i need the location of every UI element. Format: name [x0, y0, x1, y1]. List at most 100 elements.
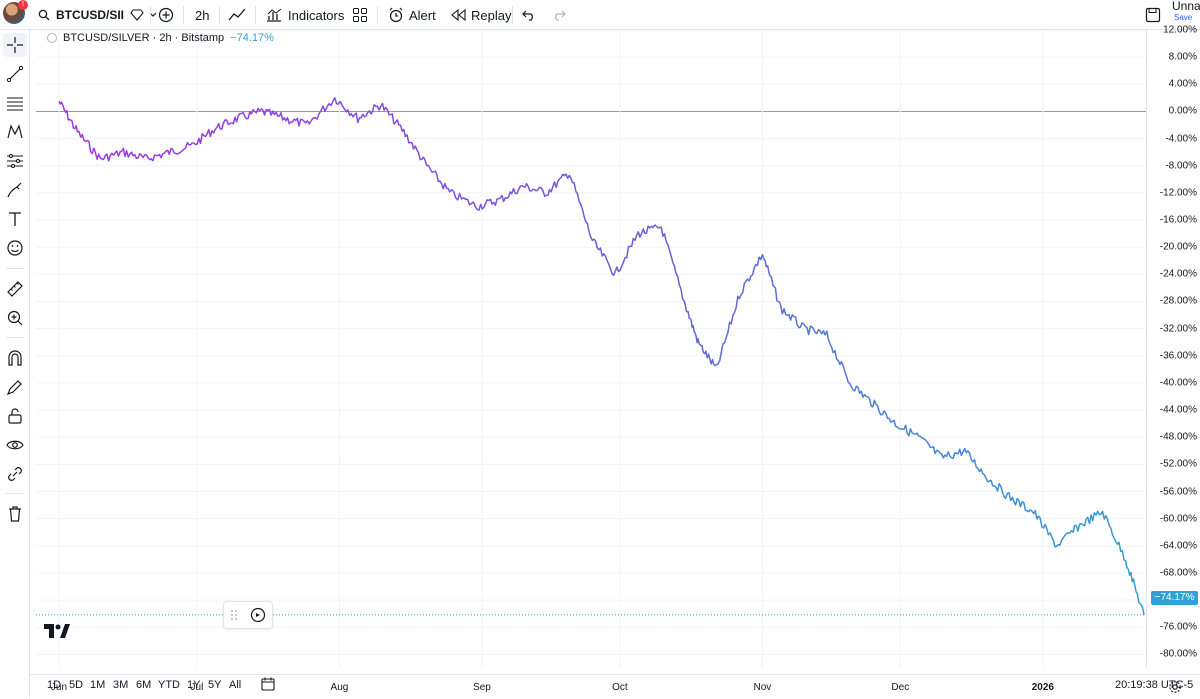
range-button-1m[interactable]: 1M	[90, 679, 106, 691]
visibility-tool[interactable]	[3, 433, 27, 457]
series-line-segment	[58, 100, 76, 130]
series-line-segment	[477, 198, 498, 211]
chart-legend[interactable]: BTCUSD/SILVER · 2h · Bitstamp −74.17%	[47, 32, 274, 44]
series-line-segment	[192, 128, 213, 146]
save-layout-button[interactable]	[1145, 0, 1161, 30]
range-button-1y[interactable]: 1Y	[187, 679, 201, 691]
y-tick-label: -36.00%	[1159, 350, 1197, 362]
series-line-segment	[970, 458, 992, 483]
text-icon	[9, 212, 21, 226]
delete-tool[interactable]	[3, 502, 27, 526]
unlock-icon	[8, 408, 22, 424]
y-tick-label: 12.00%	[1163, 24, 1197, 36]
clock[interactable]: 20:19:38 UTC-5	[1115, 679, 1194, 691]
series-line-segment	[1029, 509, 1051, 536]
crosshair-tool[interactable]	[3, 33, 27, 57]
series-line-segment	[1069, 516, 1091, 534]
chevron-down-icon	[149, 12, 157, 17]
y-tick-label: -48.00%	[1159, 431, 1197, 443]
series-line-segment	[310, 97, 336, 122]
series-line-segment	[452, 191, 479, 211]
zoom-tool[interactable]	[3, 306, 27, 330]
fib-tool[interactable]	[3, 91, 27, 115]
pane-controls[interactable]	[223, 601, 273, 629]
trend-line-tool[interactable]	[3, 62, 27, 86]
series-line-segment	[555, 173, 577, 192]
pencil-lock-icon	[6, 380, 22, 396]
save-icon	[1145, 7, 1161, 23]
text-tool[interactable]	[3, 207, 27, 231]
layout-save-status: Save	[1174, 13, 1193, 22]
series-line-segment	[911, 432, 932, 449]
y-tick-label: -68.00%	[1159, 567, 1197, 579]
series-line-segment	[812, 328, 835, 354]
range-button-5y[interactable]: 5Y	[208, 679, 222, 691]
layout-name[interactable]: Unna	[1172, 0, 1200, 13]
interval-button[interactable]: 2h	[195, 7, 210, 23]
pattern-tool[interactable]	[3, 120, 27, 144]
series-line-segment	[951, 447, 973, 460]
lock-tool[interactable]	[3, 404, 27, 428]
emoji-tool[interactable]	[3, 236, 27, 260]
series-line-segment	[413, 145, 434, 173]
top-toolbar: ! BTCUSD/SII 2h Indicators Alert Replay …	[0, 0, 1200, 30]
range-button-all[interactable]: All	[229, 679, 242, 691]
range-button-5d[interactable]: 5D	[69, 679, 84, 691]
series-line-segment	[575, 191, 597, 242]
x-tick-label: Sep	[473, 682, 491, 693]
chart-grid	[36, 29, 1146, 668]
series-line-segment	[433, 170, 455, 193]
link-icon	[8, 467, 22, 481]
replay-button[interactable]: Replay	[450, 0, 511, 30]
x-tick-label: 2026	[1031, 682, 1054, 693]
indicators-button[interactable]: Indicators	[266, 0, 344, 30]
series-line-segment	[171, 141, 193, 155]
search-icon	[38, 9, 50, 21]
forecast-tool[interactable]	[3, 149, 27, 173]
y-tick-label: -20.00%	[1159, 241, 1197, 253]
y-tick-label: -44.00%	[1159, 404, 1197, 416]
compare-button[interactable]	[158, 0, 174, 30]
range-button-3m[interactable]: 3M	[113, 679, 129, 691]
redo-button[interactable]	[552, 0, 566, 30]
series-line-segment	[774, 288, 795, 321]
zoom-in-icon	[7, 310, 23, 326]
draw-mode-tool[interactable]	[3, 375, 27, 399]
bottom-toolbar	[30, 674, 1200, 698]
y-tick-label: -80.00%	[1159, 648, 1197, 660]
series-line-segment	[654, 224, 676, 267]
range-button-6m[interactable]: 6M	[136, 679, 152, 691]
brush-tool[interactable]	[3, 178, 27, 202]
chart-type-button[interactable]	[228, 0, 246, 30]
range-button-1d[interactable]: 1D	[47, 679, 62, 691]
legend-change: −74.17%	[230, 32, 274, 44]
y-tick-label: -64.00%	[1159, 540, 1197, 552]
gear-icon	[1169, 681, 1181, 693]
x-tick-label: Jun	[50, 682, 68, 693]
forecast-icon	[7, 154, 23, 168]
y-tick-label: -4.00%	[1165, 133, 1197, 145]
symbol-search[interactable]: BTCUSD/SII	[38, 0, 157, 30]
series-line-segment	[689, 318, 705, 353]
y-tick-label: -28.00%	[1159, 295, 1197, 307]
range-button-ytd[interactable]: YTD	[158, 679, 180, 691]
alarm-clock-icon	[389, 7, 403, 23]
link-tool[interactable]	[3, 462, 27, 486]
price-scale[interactable]: 12.00% 8.00% 4.00% 0.00% -4.00% -8.00% -12.00%…	[1146, 25, 1200, 668]
measure-tool[interactable]	[3, 277, 27, 301]
undo-button[interactable]	[522, 0, 536, 30]
magnet-tool[interactable]	[3, 346, 27, 370]
tradingview-logo[interactable]	[44, 624, 70, 643]
symbol-name: BTCUSD/SII	[56, 8, 125, 22]
layouts-button[interactable]	[352, 0, 368, 30]
alert-button[interactable]: Alert	[388, 0, 436, 30]
drawing-toolbar	[0, 30, 30, 698]
series-line-segment	[535, 181, 557, 197]
chart-pane[interactable]	[36, 29, 1146, 668]
series-line-segment	[990, 479, 1012, 502]
x-tick-label: Dec	[891, 682, 910, 693]
goto-date-button[interactable]	[260, 676, 276, 697]
x-tick-label: Oct	[612, 682, 628, 693]
series-line-segment	[758, 253, 777, 289]
chart-settings-button[interactable]	[1168, 680, 1182, 699]
